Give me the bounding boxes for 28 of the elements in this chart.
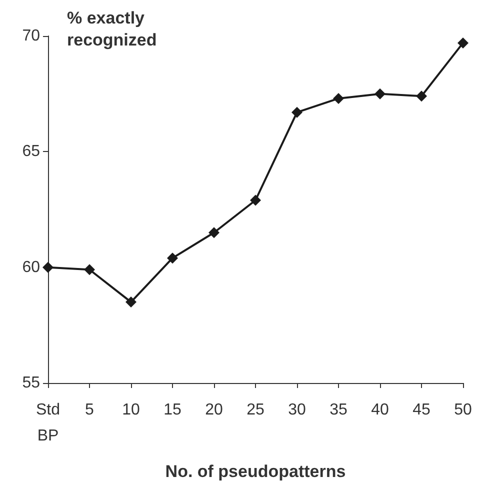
x-tick-label: 15 bbox=[164, 402, 182, 418]
x-tick-label: 50 bbox=[454, 402, 472, 418]
y-axis-title: % exactly recognized bbox=[67, 8, 157, 50]
point bbox=[458, 37, 468, 48]
point bbox=[84, 264, 95, 276]
y-tick-label: 60 bbox=[22, 258, 40, 276]
y-tick-label: 55 bbox=[22, 374, 40, 392]
point bbox=[374, 88, 386, 100]
x-tick-label: 25 bbox=[246, 402, 264, 418]
point bbox=[126, 296, 136, 308]
point bbox=[333, 92, 344, 104]
x-tick-label: 35 bbox=[330, 402, 348, 418]
point bbox=[292, 106, 302, 118]
x-axis-title: No. of pseudopatterns bbox=[165, 462, 346, 481]
y-tick-label: 70 bbox=[22, 28, 40, 44]
point bbox=[416, 90, 427, 102]
x-tick-label: 45 bbox=[412, 402, 430, 418]
x-tick-label: 30 bbox=[288, 402, 306, 418]
point bbox=[167, 252, 178, 264]
x-tick-label: 5 bbox=[85, 402, 94, 418]
x-tick-label: 40 bbox=[371, 402, 389, 418]
y-tick-label: 65 bbox=[22, 143, 40, 160]
point bbox=[42, 262, 54, 273]
point bbox=[250, 194, 261, 206]
point bbox=[208, 227, 220, 238]
x-tick-label: 10 bbox=[122, 402, 140, 418]
x-tick-label: Std BP bbox=[36, 402, 60, 444]
x-tick-label: 20 bbox=[205, 402, 223, 418]
